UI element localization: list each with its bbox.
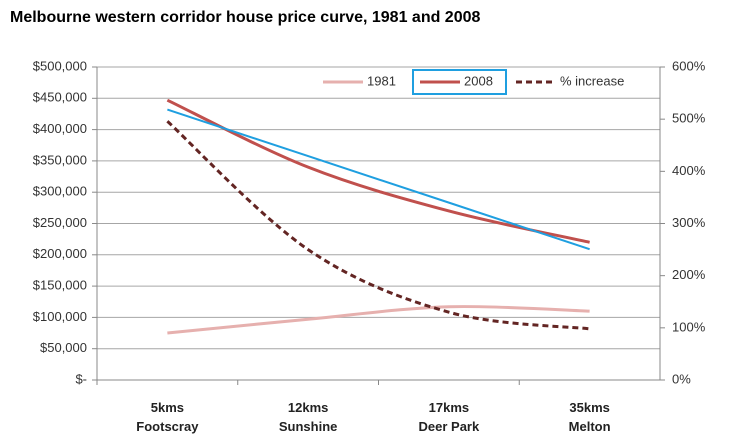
y-tick-label: $250,000 [33,215,87,230]
y2-tick-label: 500% [672,111,706,126]
y2-tick-label: 300% [672,215,706,230]
y2-tick-label: 100% [672,319,706,334]
x-tick-label: 5kms Footscray [136,400,199,434]
y-tick-label: $200,000 [33,246,87,261]
y-tick-label: $300,000 [33,184,87,199]
y2-tick-label: 200% [672,267,706,282]
y-tick-label: $150,000 [33,278,87,293]
y-tick-label: $500,000 [33,58,87,73]
x-tick-label: 12kms Sunshine [278,400,338,434]
series-line [167,108,590,251]
y-tick-label: $450,000 [33,90,87,105]
legend-label: % increase [560,73,624,88]
series-line [167,305,590,335]
y2-tick-label: 400% [672,163,706,178]
legend-label: 2008 [464,73,493,88]
chart-title: Melbourne western corridor house price c… [10,9,481,26]
y-tick-label: $50,000 [40,340,87,355]
legend-highlight [412,69,507,95]
series-line [166,120,590,331]
x-tick-label: 17kms Deer Park [418,400,480,434]
y-tick-label: $350,000 [33,152,87,167]
y-tick-label: $400,000 [33,121,87,136]
y-tick-label: $100,000 [33,309,87,324]
y2-tick-label: 0% [672,371,691,386]
y2-tick-label: 600% [672,58,706,73]
legend-label: 1981 [367,73,396,88]
y-tick-label: $- [75,371,87,386]
series-line [166,98,590,244]
x-tick-label: 35kms Melton [568,400,611,434]
